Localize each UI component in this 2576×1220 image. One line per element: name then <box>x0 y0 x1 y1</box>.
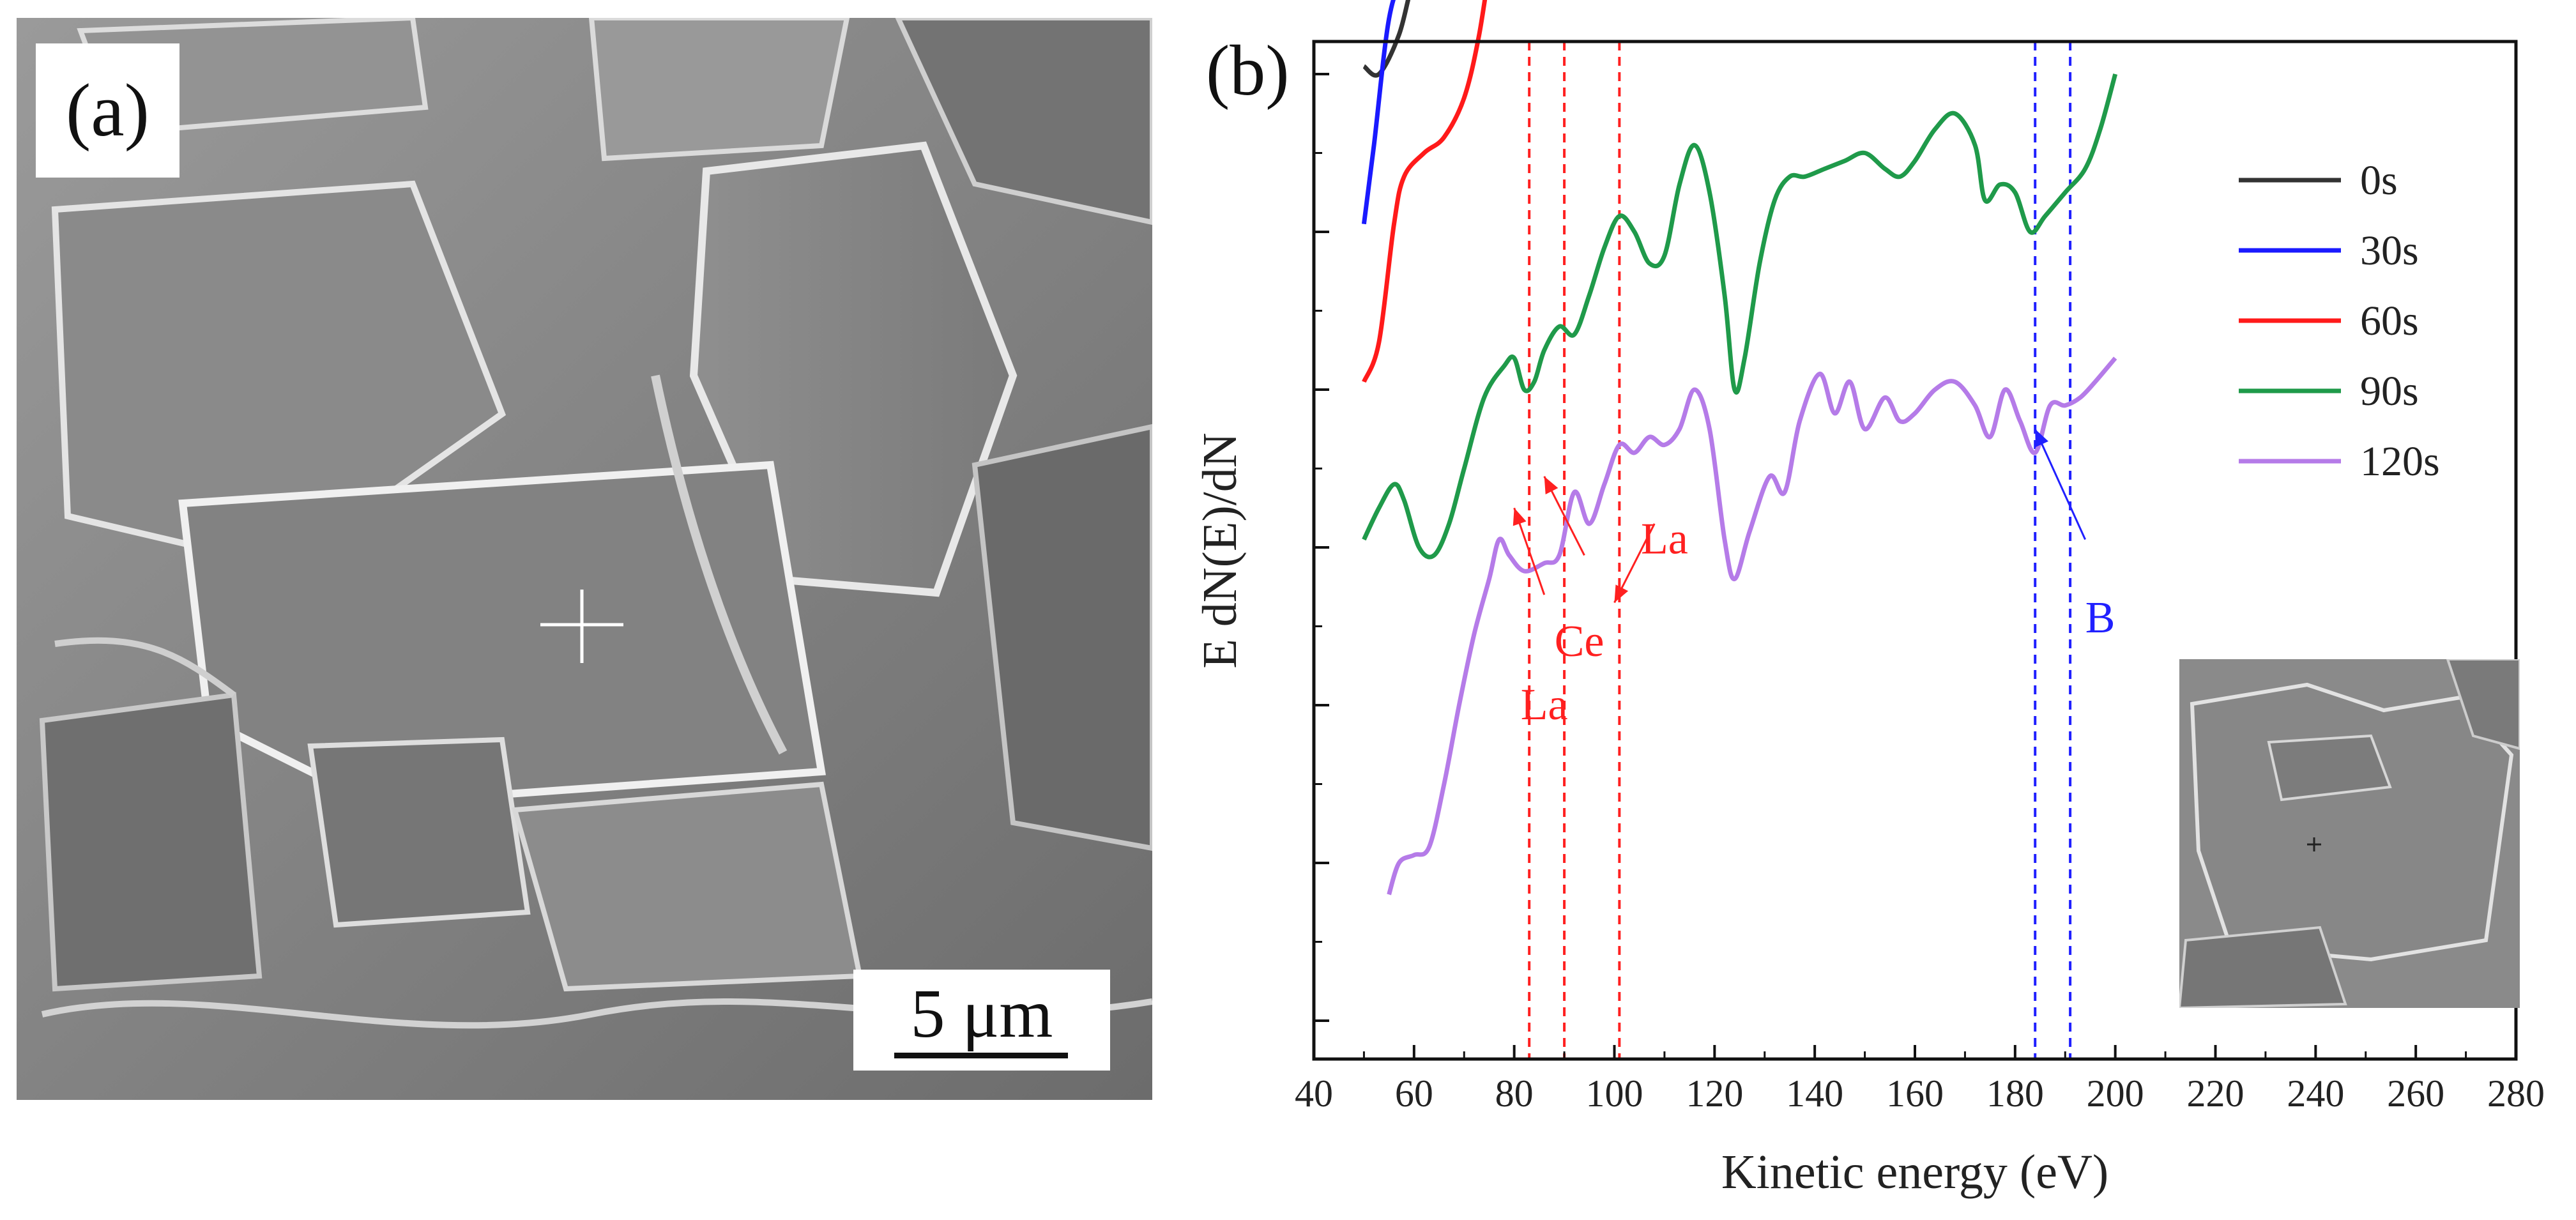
series-line-90s <box>1362 73 2118 560</box>
legend-label: 30s <box>2360 227 2419 274</box>
panel-b-label: (b) <box>1206 31 1290 111</box>
series-line-120s <box>1387 356 2117 896</box>
x-tick-label: 60 <box>1395 1072 1433 1115</box>
series-lines <box>1361 0 2118 896</box>
x-tick-label: 280 <box>2487 1072 2545 1115</box>
x-tick-label: 100 <box>1586 1072 1643 1115</box>
sem-texture <box>17 18 1152 1100</box>
x-tick-label: 80 <box>1495 1072 1534 1115</box>
legend-label: 90s <box>2360 368 2419 415</box>
series-line-30s <box>1361 0 1396 225</box>
x-tick-label: 220 <box>2187 1072 2244 1115</box>
inset-micrograph <box>2179 659 2520 1008</box>
annotation-label: Ce <box>1555 617 1604 666</box>
annotation-arrowhead <box>2035 429 2048 447</box>
series-line-60s <box>1362 0 1488 383</box>
scale-bar-line <box>894 1053 1068 1058</box>
x-tick-label: 180 <box>1986 1072 2044 1115</box>
reference-lines <box>1528 42 2072 1059</box>
x-tick-label: 240 <box>2287 1072 2344 1115</box>
legend-label: 0s <box>2360 157 2398 204</box>
legend-label: 120s <box>2360 438 2440 485</box>
annotation-label: B <box>2085 593 2115 643</box>
x-axis-ticks: 40 60 80 100 120 140 160 180 200 220 240 260 280 <box>1295 1045 2545 1115</box>
scale-bar-label: 5 μm <box>910 976 1053 1052</box>
panel-a-label: (a) <box>36 43 179 178</box>
y-axis-label: E dN(E)/dN <box>1193 432 1247 668</box>
legend-label: 60s <box>2360 298 2419 344</box>
annotation-label: La <box>1521 680 1568 729</box>
x-tick-label: 160 <box>1886 1072 1944 1115</box>
annotation-label: La <box>1641 515 1688 564</box>
legend: 0s 30s 60s 90s 120s <box>2239 157 2440 485</box>
annotation-arrowhead <box>1513 508 1527 526</box>
inset-texture <box>2179 659 2520 1008</box>
x-tick-label: 200 <box>2087 1072 2144 1115</box>
x-axis-label: Kinetic energy (eV) <box>1721 1145 2108 1199</box>
x-tick-label: 140 <box>1786 1072 1843 1115</box>
annotation-arrow <box>2034 429 2086 540</box>
x-tick-label: 40 <box>1295 1072 1333 1115</box>
x-tick-label: 260 <box>2387 1072 2444 1115</box>
annotation-arrowhead <box>1614 584 1629 603</box>
y-axis-ticks <box>1314 73 1329 1022</box>
annotation-arrowhead <box>1544 476 1559 495</box>
scale-bar: 5 μm <box>853 970 1110 1071</box>
annotations: La Ce La B <box>1513 429 2115 729</box>
x-tick-label: 120 <box>1686 1072 1743 1115</box>
sem-micrograph: (a) 5 μm <box>17 18 1152 1100</box>
